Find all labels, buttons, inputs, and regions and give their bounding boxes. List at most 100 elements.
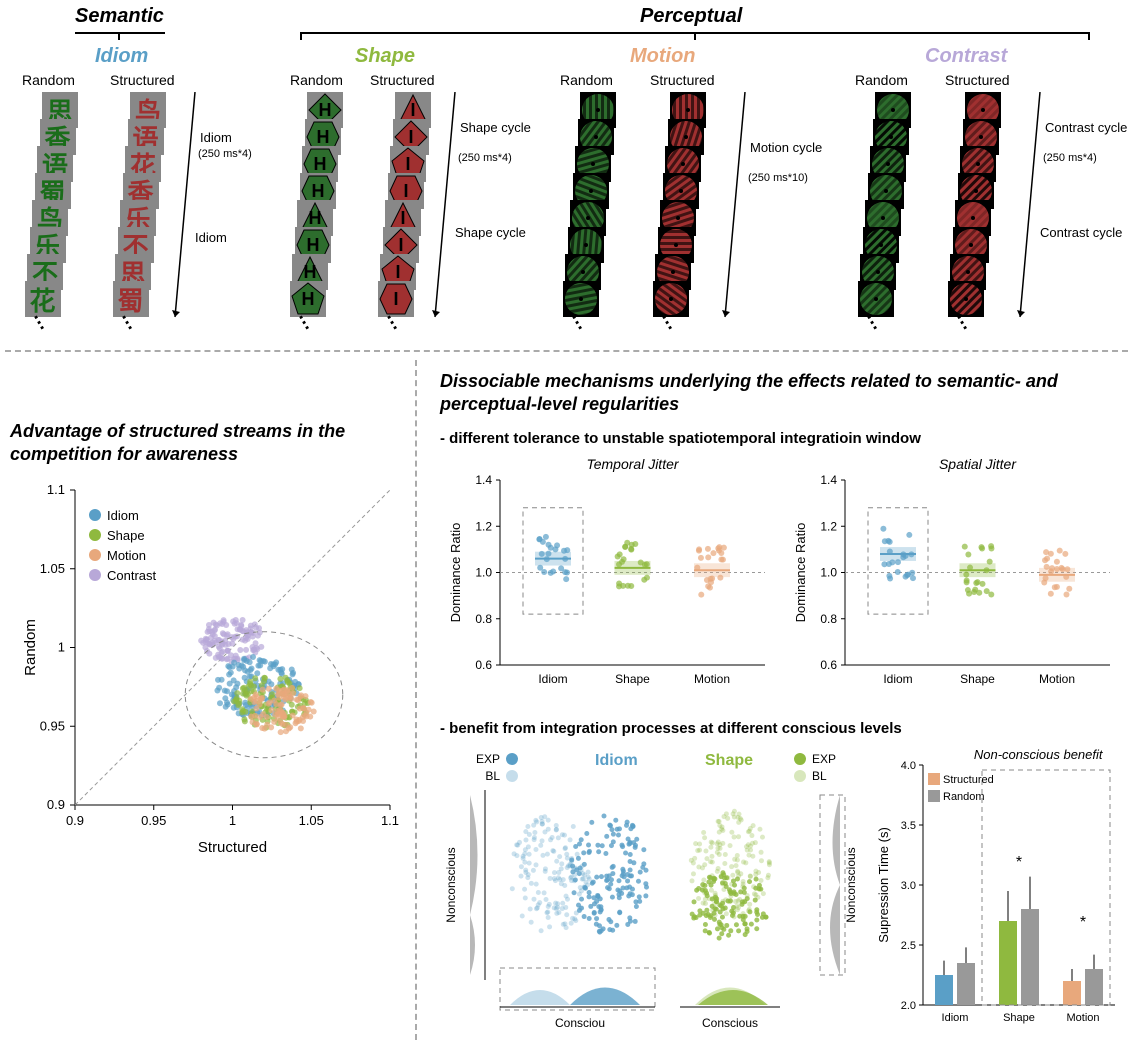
svg-text:I: I: [393, 289, 398, 309]
motion-random-label: Random: [560, 72, 613, 88]
svg-text:Random: Random: [22, 619, 39, 676]
shape-cycle1: Shape cycle: [460, 120, 531, 135]
svg-text:Dominance Ratio: Dominance Ratio: [448, 523, 463, 623]
svg-text:1.2: 1.2: [475, 519, 492, 533]
hdivider: [5, 350, 1128, 352]
idiom-cycle1-sub: (250 ms*4): [198, 148, 252, 160]
motion-label: Motion: [630, 45, 696, 68]
svg-text:I: I: [395, 262, 400, 282]
svg-text:H: H: [309, 208, 322, 228]
svg-text:2.0: 2.0: [901, 1000, 916, 1012]
svg-text:Temporal Jitter: Temporal Jitter: [586, 456, 679, 472]
shape-struct-label: Structured: [370, 72, 435, 88]
svg-text:2.5: 2.5: [901, 940, 916, 952]
idiom-arrow: [170, 92, 200, 322]
svg-text:1: 1: [58, 640, 65, 655]
svg-text:1.0: 1.0: [820, 566, 837, 580]
semantic-label: Semantic: [75, 5, 164, 28]
svg-text:I: I: [405, 154, 410, 174]
svg-text:Idiom: Idiom: [595, 752, 638, 769]
svg-text:Idiom: Idiom: [538, 672, 567, 686]
svg-text:1.0: 1.0: [475, 566, 492, 580]
svg-text:H: H: [301, 289, 314, 309]
svg-text:Spatial Jitter: Spatial Jitter: [939, 456, 1017, 472]
idiom-label: Idiom: [95, 45, 148, 68]
scatter-title: Advantage of structured streams in the c…: [10, 420, 400, 467]
spatial-jitter-chart: 0.6 0.8 1.0 1.2 1.4 Dominance Ratio Spatial Ji…: [790, 455, 1120, 705]
svg-text:Shape: Shape: [1003, 1012, 1035, 1024]
svg-text:0.9: 0.9: [66, 813, 84, 828]
svg-text:I: I: [408, 127, 413, 147]
contrast-random-label: Random: [855, 72, 908, 88]
svg-text:H: H: [314, 154, 327, 174]
shape-cycle2: Shape cycle: [455, 225, 526, 240]
svg-text:H: H: [319, 100, 332, 120]
perceptual-label: Perceptual: [640, 5, 742, 28]
jitter-subtitle: - different tolerance to unstable spatio…: [440, 430, 921, 447]
svg-text:1: 1: [229, 813, 236, 828]
temporal-jitter-chart: 0.60.81.01.21.4Dominance RatioTemporal J…: [445, 455, 775, 705]
svg-text:Supression Time (s): Supression Time (s): [876, 827, 891, 943]
svg-text:Consciou: Consciou: [555, 1016, 605, 1030]
contrast-struct-label: Structured: [945, 72, 1010, 88]
svg-text:0.6: 0.6: [820, 658, 837, 672]
svg-text:Shape: Shape: [960, 672, 995, 686]
contrast-arrow: [1015, 92, 1045, 322]
contrast-cycle1-sub: (250 ms*4): [1043, 152, 1097, 164]
svg-text:Motion: Motion: [694, 672, 730, 686]
conscious-subtitle: - benefit from integration processes at …: [440, 720, 902, 737]
shape-label: Shape: [355, 45, 415, 68]
svg-text:Dominance Ratio: Dominance Ratio: [793, 523, 808, 623]
svg-text:Conscious: Conscious: [702, 1016, 758, 1030]
motion-struct-label: Structured: [650, 72, 715, 88]
scatter-chart: 0.90.90.950.95111.051.051.11.1Structured…: [20, 480, 400, 860]
svg-text:0.8: 0.8: [820, 612, 837, 626]
shape-random-label: Random: [290, 72, 343, 88]
svg-text:0.8: 0.8: [475, 612, 492, 626]
svg-text:Shape: Shape: [107, 528, 145, 543]
svg-text:BL: BL: [812, 769, 827, 783]
svg-text:H: H: [316, 127, 329, 147]
svg-text:0.9: 0.9: [47, 797, 65, 812]
svg-text:I: I: [410, 100, 415, 120]
svg-text:Motion: Motion: [107, 548, 146, 563]
svg-text:H: H: [304, 262, 317, 282]
idiom-cycle2: Idiom: [195, 230, 227, 245]
contrast-cycle2: Contrast cycle: [1040, 225, 1122, 240]
svg-text:1.2: 1.2: [820, 519, 837, 533]
svg-text:0.95: 0.95: [40, 718, 65, 733]
svg-text:3.5: 3.5: [901, 820, 916, 832]
svg-text:H: H: [311, 181, 324, 201]
svg-text:Idiom: Idiom: [107, 508, 139, 523]
motion-arrow: [720, 92, 750, 322]
idiom-cycle1: Idiom: [200, 130, 232, 145]
svg-text:I: I: [398, 235, 403, 255]
svg-text:4.0: 4.0: [901, 760, 916, 772]
svg-text:H: H: [306, 235, 319, 255]
svg-text:I: I: [400, 208, 405, 228]
svg-text:Non-conscious benefit: Non-conscious benefit: [974, 747, 1104, 762]
svg-text:I: I: [403, 181, 408, 201]
right-title: Dissociable mechanisms underlying the ef…: [440, 370, 1110, 417]
svg-text:EXP: EXP: [476, 752, 500, 766]
svg-text:*: *: [1016, 854, 1022, 871]
svg-text:BL: BL: [485, 769, 500, 783]
svg-text:Idiom: Idiom: [883, 672, 912, 686]
bar-chart: 2.02.53.03.54.0Supression Time (s)Non-co…: [875, 745, 1125, 1040]
svg-text:0.95: 0.95: [141, 813, 166, 828]
svg-text:Motion: Motion: [1066, 1012, 1099, 1024]
motion-cycle1: Motion cycle: [750, 140, 822, 155]
svg-text:1.4: 1.4: [820, 473, 837, 487]
svg-text:*: *: [1080, 914, 1086, 931]
conscious-chart: EXPBLIdiomShapeEXPBLNonconsciousNonconsc…: [440, 745, 870, 1040]
svg-text:1.05: 1.05: [299, 813, 324, 828]
svg-text:EXP: EXP: [812, 752, 836, 766]
svg-text:1.1: 1.1: [381, 813, 399, 828]
svg-text:1.1: 1.1: [47, 482, 65, 497]
svg-text:Motion: Motion: [1039, 672, 1075, 686]
idiom-struct-label: Structured: [110, 72, 175, 88]
shape-arrow: [430, 92, 460, 322]
svg-text:Random: Random: [943, 791, 985, 803]
svg-text:Structured: Structured: [198, 839, 267, 856]
svg-text:Contrast: Contrast: [107, 568, 157, 583]
